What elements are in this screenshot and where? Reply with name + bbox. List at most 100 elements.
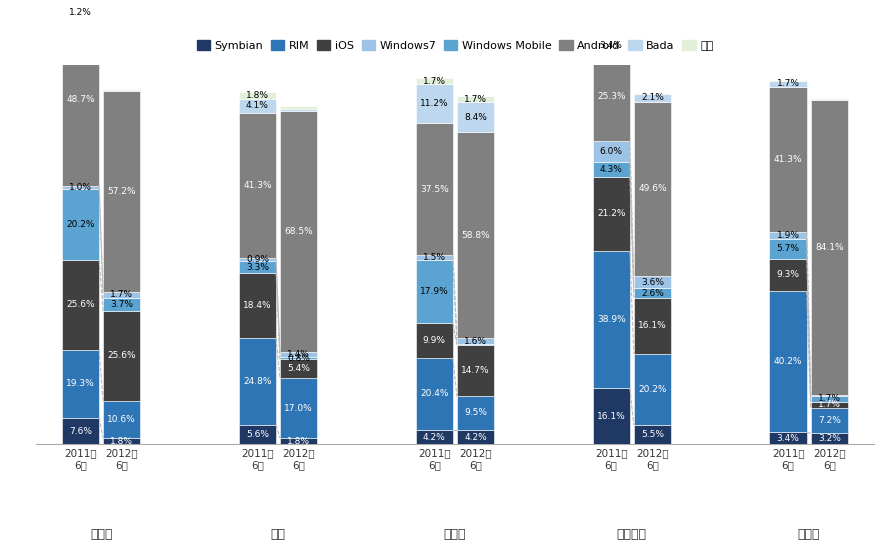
Bar: [457, 396, 494, 430]
Bar: [103, 311, 140, 401]
Bar: [634, 94, 671, 101]
Text: 49.6%: 49.6%: [638, 184, 666, 193]
Bar: [416, 260, 453, 323]
Bar: [280, 111, 318, 352]
Text: 3.3%: 3.3%: [246, 263, 268, 272]
Bar: [634, 298, 671, 354]
Text: 41.3%: 41.3%: [773, 155, 803, 164]
Bar: [239, 93, 276, 99]
Bar: [592, 40, 630, 51]
Bar: [770, 80, 806, 81]
Bar: [416, 255, 453, 260]
Text: 9.5%: 9.5%: [464, 409, 487, 417]
Bar: [62, 418, 99, 444]
Bar: [416, 430, 453, 444]
Bar: [770, 433, 806, 444]
Bar: [457, 338, 494, 344]
Bar: [457, 430, 494, 444]
Text: 1.7%: 1.7%: [423, 76, 446, 86]
Bar: [239, 338, 276, 425]
Text: 17.0%: 17.0%: [285, 404, 313, 413]
Text: 독일: 독일: [270, 528, 285, 541]
Bar: [770, 238, 806, 259]
Text: 16.1%: 16.1%: [638, 321, 667, 331]
Text: 1.9%: 1.9%: [777, 231, 799, 240]
Text: 37.5%: 37.5%: [420, 185, 449, 193]
Text: 20.2%: 20.2%: [66, 220, 95, 229]
Text: 19.3%: 19.3%: [66, 379, 95, 388]
Text: 18.4%: 18.4%: [244, 301, 272, 310]
Bar: [103, 298, 140, 311]
Text: 20.4%: 20.4%: [420, 389, 449, 398]
Text: 21.2%: 21.2%: [597, 210, 625, 218]
Bar: [634, 288, 671, 298]
Text: 3.4%: 3.4%: [599, 41, 623, 50]
Bar: [239, 258, 276, 261]
Bar: [811, 99, 848, 100]
Text: 글로벌: 글로벌: [90, 528, 112, 541]
Text: 17.9%: 17.9%: [420, 287, 449, 296]
Bar: [103, 88, 140, 89]
Bar: [416, 323, 453, 358]
Bar: [103, 438, 140, 444]
Bar: [770, 81, 806, 87]
Bar: [103, 401, 140, 438]
Text: 5.5%: 5.5%: [641, 430, 664, 439]
Text: 7.6%: 7.6%: [69, 427, 92, 436]
Text: 1.8%: 1.8%: [111, 437, 133, 446]
Bar: [62, 15, 99, 185]
Text: 1.7%: 1.7%: [818, 395, 841, 403]
Bar: [62, 189, 99, 260]
Bar: [62, 350, 99, 418]
Text: 1.7%: 1.7%: [818, 401, 841, 409]
Bar: [811, 402, 848, 408]
Text: 25.3%: 25.3%: [597, 92, 625, 101]
Bar: [770, 291, 806, 433]
Text: 57.2%: 57.2%: [107, 187, 136, 196]
Text: 9.9%: 9.9%: [423, 336, 446, 345]
Text: 3.2%: 3.2%: [818, 434, 841, 443]
Text: 84.1%: 84.1%: [815, 243, 844, 252]
Text: 58.8%: 58.8%: [461, 230, 490, 240]
Bar: [634, 101, 671, 276]
Text: 1.2%: 1.2%: [69, 8, 92, 17]
Bar: [634, 354, 671, 425]
Bar: [811, 433, 848, 444]
Text: 4.2%: 4.2%: [464, 433, 487, 442]
Bar: [239, 113, 276, 258]
Bar: [416, 84, 453, 124]
Bar: [62, 185, 99, 189]
Bar: [811, 396, 848, 402]
Bar: [416, 124, 453, 255]
Bar: [592, 140, 630, 162]
Text: 1.5%: 1.5%: [423, 253, 446, 262]
Bar: [592, 38, 630, 40]
Bar: [592, 251, 630, 388]
Bar: [280, 352, 318, 357]
Text: 4.1%: 4.1%: [246, 101, 268, 111]
Text: 5.6%: 5.6%: [246, 430, 268, 439]
Bar: [239, 261, 276, 273]
Bar: [416, 358, 453, 430]
Bar: [103, 292, 140, 298]
Text: 이탈리아: 이탈리아: [616, 528, 647, 541]
Bar: [592, 51, 630, 140]
Text: 41.3%: 41.3%: [244, 181, 272, 190]
Bar: [103, 91, 140, 292]
Bar: [239, 99, 276, 113]
Bar: [280, 359, 318, 378]
Bar: [280, 106, 318, 109]
Text: 8.4%: 8.4%: [464, 113, 487, 121]
Bar: [592, 388, 630, 444]
Text: 20.2%: 20.2%: [638, 385, 666, 394]
Bar: [811, 395, 848, 396]
Text: 1.7%: 1.7%: [111, 291, 133, 300]
Text: 38.9%: 38.9%: [597, 315, 625, 324]
Bar: [770, 87, 806, 232]
Text: 3.6%: 3.6%: [641, 278, 664, 287]
Bar: [62, 10, 99, 15]
Text: 1.4%: 1.4%: [287, 350, 310, 359]
Bar: [811, 100, 848, 395]
Text: 2.1%: 2.1%: [641, 93, 664, 102]
Bar: [457, 344, 494, 345]
